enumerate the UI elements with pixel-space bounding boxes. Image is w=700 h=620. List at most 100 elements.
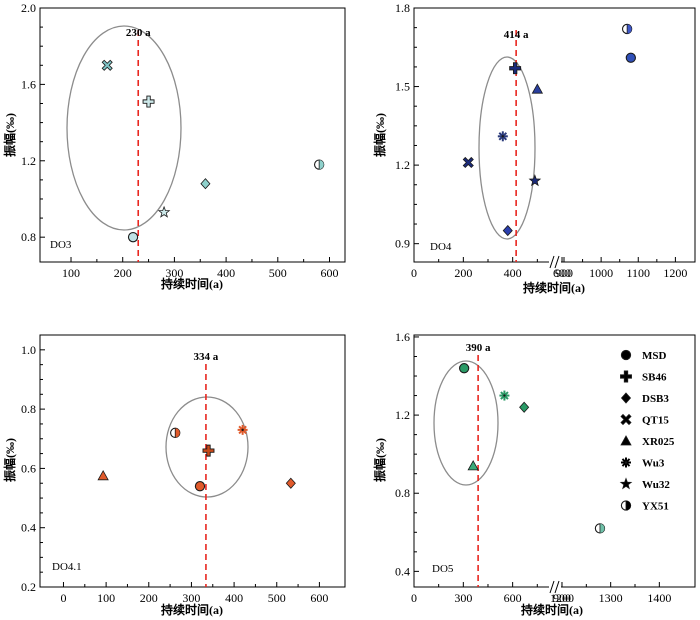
panel-do41: 0 100 200 300 400 500 600 0.2 0.4 0.6 0.8 1.0 334 a… [2,334,346,617]
legend-label: QT15 [642,415,669,427]
legend-item-yx51: YX51 [620,500,669,513]
panel-do5-point-msd [458,363,470,374]
panel-do4-xtick-label: 900 [555,266,573,280]
panel-do41-point-yx51 [170,427,181,438]
legend-label: DSB3 [642,393,669,405]
legend-item-wu32: Wu32 [619,477,670,491]
panel-do5-cluster-ellipse [433,360,499,486]
panel-do3-xtick-label: 100 [62,266,80,280]
legend-item-wu3: Wu3 [621,457,665,470]
panel-do3-duration-label: 230 a [126,27,151,39]
legend-marker-triangle [620,435,632,446]
panel-do4-name: DO4 [430,241,452,253]
panel-do5-ytick-label: 0.4 [395,564,410,578]
panel-do5-point-yx51 [594,523,606,534]
panel-do4-point-wu3 [497,131,508,142]
legend-marker-cross [620,413,632,426]
panel-do3-ytick-label: 0.8 [21,230,36,244]
panel-do41-xtick-label: 0 [60,591,66,605]
legend-label: YX51 [642,501,669,513]
panel-do3-xtick-label: 600 [320,266,338,280]
panel-do4-duration-label: 414 a [504,29,529,41]
panel-do4-xtick-label: 400 [504,266,522,280]
panel-do4-point-msd [625,52,636,63]
panel-do4-xtick-label: 200 [454,266,472,280]
panel-do3-xtick-label: 500 [269,266,287,280]
legend-label: MSD [642,350,667,362]
panel-do3-ytick-label: 1.6 [21,77,36,91]
panel-do5-point-xr025 [467,460,479,471]
panel-do4-frame [413,7,696,263]
panel-do41-xtick-label: 300 [182,591,200,605]
panel-do3-point-sb46 [142,95,155,108]
panel-do3-ytick-label: 1.2 [21,154,36,168]
panel-do4-axis-break [549,255,561,269]
panel-do5-xtick-label: 1200 [550,591,574,605]
panel-do4-cluster-ellipse [478,56,536,240]
panel-do4-ylabel: 振幅(‰) [372,113,387,157]
panel-do4-xtick-label: 1100 [626,266,650,280]
panel-do41-point-dsb3 [285,477,296,489]
panel-do4-xtick-label: 0 [411,266,417,280]
panel-do5-xtick-label: 900 [553,591,571,605]
panel-do4-point-yx51 [621,23,633,35]
panel-do3-cluster-ellipse [66,25,182,231]
panel-do41-ytick-label: 0.8 [21,402,36,416]
panel-do3-xtick-label: 200 [114,266,132,280]
panel-do4-xtick-label: 1000 [589,266,613,280]
panel-do4-point-wu32 [528,174,542,187]
panel-do5-duration-label: 390 a [466,342,491,354]
panel-do4-point-dsb3 [502,224,513,237]
panel-do5-xtick-label: 1300 [599,591,623,605]
panel-do4-ytick-label: 0.9 [395,237,410,251]
legend-item-dsb3: DSB3 [620,392,669,405]
panel-do41-xtick-label: 400 [225,591,243,605]
panel-do4-xlabel: 持续时间(a) [523,280,585,295]
panel-do41-xtick-label: 500 [268,591,286,605]
panel-do41-ytick-label: 0.2 [21,580,36,594]
panel-do4-point-sb46 [509,62,522,75]
legend-marker-diamond [620,392,632,404]
panel-do5-axis-break [549,580,561,594]
panel-do4-xtick-label: 1200 [663,266,687,280]
panel-do4-xtick-label: 600 [553,266,571,280]
legend-marker-half-circle [620,500,632,511]
panel-do41-name: DO4.1 [52,561,82,573]
panel-do4-ytick-label: 1.8 [395,1,410,15]
panel-do5-name: DO5 [432,563,454,575]
panel-do41-point-wu3 [237,424,248,435]
panel-do41-duration-label: 334 a [194,351,219,363]
panel-do41-frame [39,334,346,588]
panel-do3-point-yx51 [314,159,325,170]
panel-do41-xtick-label: 100 [97,591,115,605]
legend-item-msd: MSD [620,349,667,362]
panel-do5-xtick-label: 300 [454,591,472,605]
legend-marker-circle [620,349,632,361]
panel-do3-ytick-label: 2.0 [21,1,36,15]
panel-do3: 100 200 300 400 500 600 0.8 1.2 1.6 2.0 230 a DO3… [2,1,346,291]
panel-do3-frame [39,7,346,263]
panel-do5-xtick-label: 600 [504,591,522,605]
panel-do41-xtick-label: 200 [140,591,158,605]
panel-do41-point-msd [194,481,206,492]
legend: MSD SB46 DSB3 QT15 XR025 Wu3 Wu32 YX51 [619,349,675,513]
panel-do3-xtick-label: 300 [165,266,183,280]
panel-do3-name: DO3 [50,239,72,251]
panel-do3-xlabel: 持续时间(a) [161,276,223,291]
panel-do5-ylabel: 振幅(‰) [372,438,387,482]
panel-do5-xlabel: 持续时间(a) [521,602,583,617]
panel-do5-xtick-label: 0 [411,591,417,605]
legend-label: Wu32 [642,479,670,491]
legend-label: SB46 [642,372,667,384]
legend-item-sb46: SB46 [620,370,667,384]
panel-do3-xtick-label: 400 [217,266,235,280]
panel-do41-ylabel: 振幅(‰) [2,438,17,482]
panel-do5-xtick-label: 1400 [647,591,671,605]
panel-do41-xlabel: 持续时间(a) [161,602,223,617]
panel-do4-point-xr025 [531,83,544,94]
panel-do41-point-xr025 [97,470,109,481]
panel-do5-point-wu3 [499,390,510,401]
panel-do41-cluster-ellipse [165,396,249,498]
